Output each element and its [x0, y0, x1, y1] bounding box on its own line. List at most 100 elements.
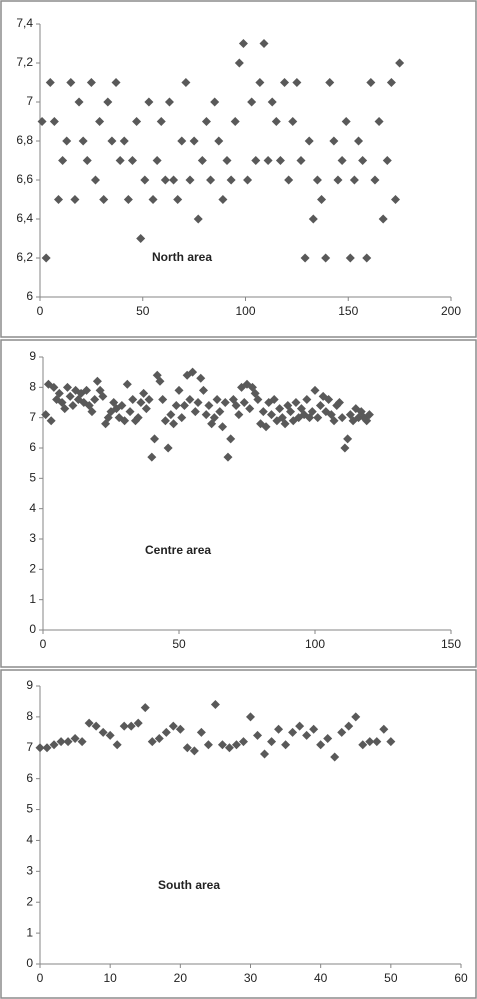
x-tick-label: 150: [338, 304, 358, 318]
point: [156, 117, 166, 126]
point: [140, 175, 150, 185]
point: [77, 737, 87, 747]
point: [117, 401, 127, 411]
y-tick-label: 2: [29, 562, 36, 576]
point: [362, 253, 372, 263]
point: [70, 195, 80, 204]
y-tick-label: 9: [29, 349, 36, 363]
point: [112, 740, 122, 750]
annotation: Centre area: [145, 543, 211, 557]
x-tick-label: 0: [37, 971, 44, 985]
point: [269, 394, 279, 404]
point: [136, 398, 146, 407]
point: [378, 214, 388, 224]
x-tick-label: 100: [235, 304, 255, 318]
point: [275, 404, 285, 414]
y-tick-label: 3: [29, 531, 36, 545]
point: [163, 443, 173, 453]
x-tick-label: 200: [441, 304, 461, 318]
point: [177, 413, 187, 423]
point: [309, 724, 319, 734]
point: [260, 749, 270, 759]
y-tick-label: 5: [26, 802, 33, 816]
y-tick-label: 7,4: [16, 16, 33, 30]
point: [139, 388, 149, 398]
point: [223, 452, 233, 462]
panel-frame: [0, 0, 477, 338]
y-tick-label: 0: [29, 622, 36, 636]
point: [215, 407, 225, 417]
point: [315, 401, 325, 411]
point: [193, 398, 203, 407]
point: [251, 156, 261, 165]
annotation: South area: [158, 878, 220, 892]
point: [173, 195, 183, 204]
point: [74, 97, 84, 107]
point: [196, 727, 206, 737]
point: [370, 175, 380, 185]
point: [197, 156, 207, 165]
point: [224, 743, 234, 753]
point: [253, 730, 263, 740]
point: [329, 416, 339, 426]
point: [345, 253, 355, 263]
point: [316, 740, 326, 750]
x-tick-label: 10: [103, 971, 117, 985]
point: [340, 443, 350, 453]
point: [214, 136, 224, 146]
point: [372, 737, 382, 747]
point: [169, 175, 179, 185]
y-tick-label: 4: [29, 501, 36, 515]
point: [234, 410, 244, 420]
point: [98, 391, 108, 401]
point: [86, 78, 96, 87]
point: [386, 737, 396, 747]
point: [107, 136, 117, 146]
x-tick-label: 0: [40, 637, 47, 651]
point: [344, 721, 354, 731]
point: [82, 156, 92, 165]
point: [119, 721, 129, 731]
point: [125, 407, 135, 417]
point: [351, 712, 361, 722]
point: [304, 136, 314, 146]
point: [161, 727, 171, 737]
point: [382, 156, 392, 165]
x-tick-label: 40: [314, 971, 328, 985]
point: [226, 434, 236, 444]
point: [185, 394, 195, 404]
y-tick-label: 6,8: [16, 133, 33, 147]
point: [140, 703, 150, 713]
point: [267, 97, 277, 107]
point: [263, 156, 273, 165]
point: [168, 721, 178, 731]
point: [280, 78, 290, 87]
point: [292, 78, 302, 87]
point: [323, 734, 333, 744]
point: [209, 413, 219, 423]
point: [206, 175, 216, 185]
point: [365, 737, 375, 747]
point: [247, 97, 257, 107]
point: [128, 394, 138, 404]
point: [212, 394, 222, 404]
point: [220, 398, 230, 407]
point: [238, 737, 248, 747]
point: [132, 117, 142, 126]
point: [218, 195, 228, 204]
point: [386, 78, 396, 87]
point: [181, 78, 191, 87]
point: [296, 156, 306, 165]
y-tick-label: 6: [26, 289, 33, 303]
point: [60, 404, 70, 414]
point: [364, 410, 374, 420]
point: [175, 724, 185, 734]
point: [358, 156, 368, 165]
x-tick-label: 150: [441, 637, 461, 651]
point: [203, 740, 213, 750]
y-tick-label: 6: [26, 771, 33, 785]
panel-frame: [0, 669, 477, 999]
y-tick-label: 9: [26, 678, 33, 692]
point: [120, 416, 130, 426]
